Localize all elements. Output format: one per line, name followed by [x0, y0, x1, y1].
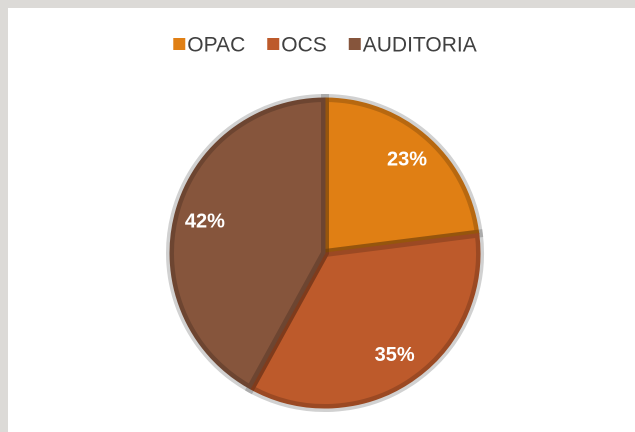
pie-slice: [249, 233, 481, 409]
legend-text: OCS: [281, 34, 327, 57]
legend-text: OPAC: [187, 34, 245, 57]
pie-slice: [169, 97, 326, 390]
slice-border: [244, 229, 484, 412]
legend-swatch: [173, 38, 186, 50]
legend-text: AUDITORIA: [363, 34, 477, 57]
slice-border: [321, 93, 484, 258]
pie-slice: [324, 97, 480, 254]
legend-swatch: [267, 38, 280, 50]
value-label: 42%: [185, 210, 225, 232]
slice-border: [166, 93, 329, 395]
value-label: 23%: [387, 148, 427, 170]
legend: OPAC OCS AUDITORIA: [173, 34, 477, 57]
legend-swatch: [348, 38, 361, 50]
value-label: 35%: [375, 344, 415, 366]
